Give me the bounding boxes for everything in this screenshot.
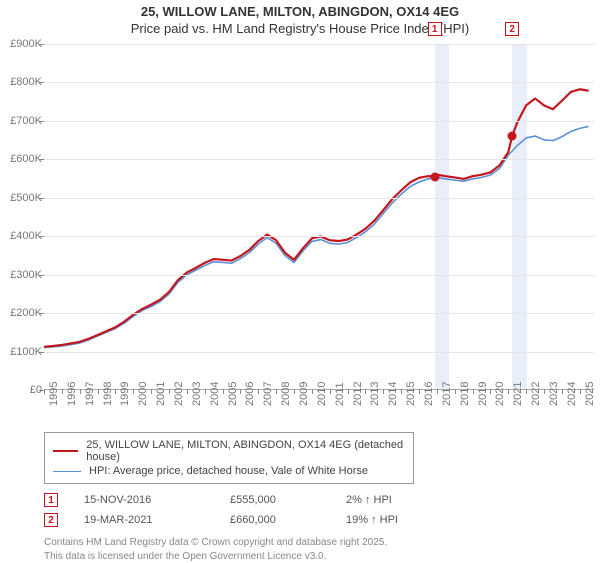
sale-row-2: 2 19-MAR-2021 £660,000 19% ↑ HPI	[44, 510, 600, 530]
gridline	[44, 82, 594, 83]
legend-label-price: 25, WILLOW LANE, MILTON, ABINGDON, OX14 …	[86, 439, 405, 463]
x-tick	[44, 389, 45, 394]
legend-row-hpi: HPI: Average price, detached house, Vale…	[53, 464, 405, 478]
y-axis-label: £600K	[0, 153, 42, 165]
y-axis-label: £200K	[0, 307, 42, 319]
sale-marker-box-2: 2	[505, 22, 519, 36]
y-axis-label: £800K	[0, 76, 42, 88]
footer-attribution: Contains HM Land Registry data © Crown c…	[44, 536, 600, 563]
gridline	[44, 313, 594, 314]
sale-point-2	[508, 132, 517, 141]
legend-swatch-hpi	[53, 471, 81, 472]
y-axis-label: £900K	[0, 38, 42, 50]
sale-price-1: £555,000	[230, 494, 320, 506]
legend-row-price: 25, WILLOW LANE, MILTON, ABINGDON, OX14 …	[53, 438, 405, 464]
chart-area: 12 £0 £100K £200K £300K £400K £500K £600K £700K…	[0, 38, 600, 428]
sale-date-1: 15-NOV-2016	[84, 494, 204, 506]
sale-point-1	[430, 172, 439, 181]
legend-box: 25, WILLOW LANE, MILTON, ABINGDON, OX14 …	[44, 432, 414, 484]
footer-line2: This data is licensed under the Open Gov…	[44, 550, 600, 563]
gridline	[44, 198, 594, 199]
sales-table: 1 15-NOV-2016 £555,000 2% ↑ HPI 2 19-MAR…	[44, 490, 600, 530]
gridline	[44, 352, 594, 353]
title-line1: 25, WILLOW LANE, MILTON, ABINGDON, OX14 …	[0, 4, 600, 19]
sale-pct-1: 2% ↑ HPI	[346, 494, 436, 506]
legend-swatch-price	[53, 450, 78, 452]
sale-marker-box-1: 1	[428, 22, 442, 36]
y-axis-label: £300K	[0, 269, 42, 281]
plot-area: 12	[44, 44, 594, 390]
sale-marker-2: 2	[44, 513, 58, 527]
gridline	[44, 275, 594, 276]
sale-date-2: 19-MAR-2021	[84, 514, 204, 526]
sale-row-1: 1 15-NOV-2016 £555,000 2% ↑ HPI	[44, 490, 600, 510]
x-axis-label: 2025	[584, 382, 600, 406]
gridline	[44, 159, 594, 160]
y-axis-label: £700K	[0, 115, 42, 127]
sale-price-2: £660,000	[230, 514, 320, 526]
series-price_paid	[44, 89, 589, 347]
gridline	[44, 121, 594, 122]
gridline	[44, 236, 594, 237]
y-axis-label: £0	[0, 384, 42, 396]
y-axis-label: £500K	[0, 192, 42, 204]
y-axis-label: £400K	[0, 230, 42, 242]
legend-label-hpi: HPI: Average price, detached house, Vale…	[89, 465, 368, 477]
sale-pct-2: 19% ↑ HPI	[346, 514, 436, 526]
y-axis-label: £100K	[0, 346, 42, 358]
gridline	[44, 44, 594, 45]
chart-svg	[44, 44, 594, 389]
sale-marker-1: 1	[44, 493, 58, 507]
footer-line1: Contains HM Land Registry data © Crown c…	[44, 536, 600, 550]
